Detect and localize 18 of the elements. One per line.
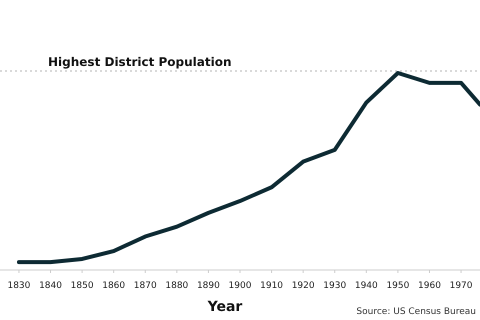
x-tick-label: 1930 <box>323 281 346 291</box>
x-tick-label: 1940 <box>354 281 378 291</box>
x-axis-title: Year <box>206 299 242 315</box>
x-tick-label: 1830 <box>7 281 31 291</box>
x-tick-label: 1900 <box>228 281 252 291</box>
x-tick-label: 1970 <box>450 281 473 291</box>
source-note: Source: US Census Bureau <box>356 307 476 317</box>
x-tick-label: 1890 <box>196 281 220 291</box>
x-tick-label: 1920 <box>292 281 315 291</box>
x-tick-label: 1950 <box>386 281 410 291</box>
x-tick-label: 1870 <box>134 281 157 291</box>
x-tick-label: 1960 <box>418 281 442 291</box>
x-tick-label: 1840 <box>39 281 62 291</box>
x-tick-label: 1910 <box>260 281 284 291</box>
ref-line-label: Highest District Population <box>48 55 232 70</box>
x-tick-label: 1860 <box>102 281 126 291</box>
x-tick-label: 1850 <box>70 281 94 291</box>
x-tick-label: 1880 <box>165 281 189 291</box>
